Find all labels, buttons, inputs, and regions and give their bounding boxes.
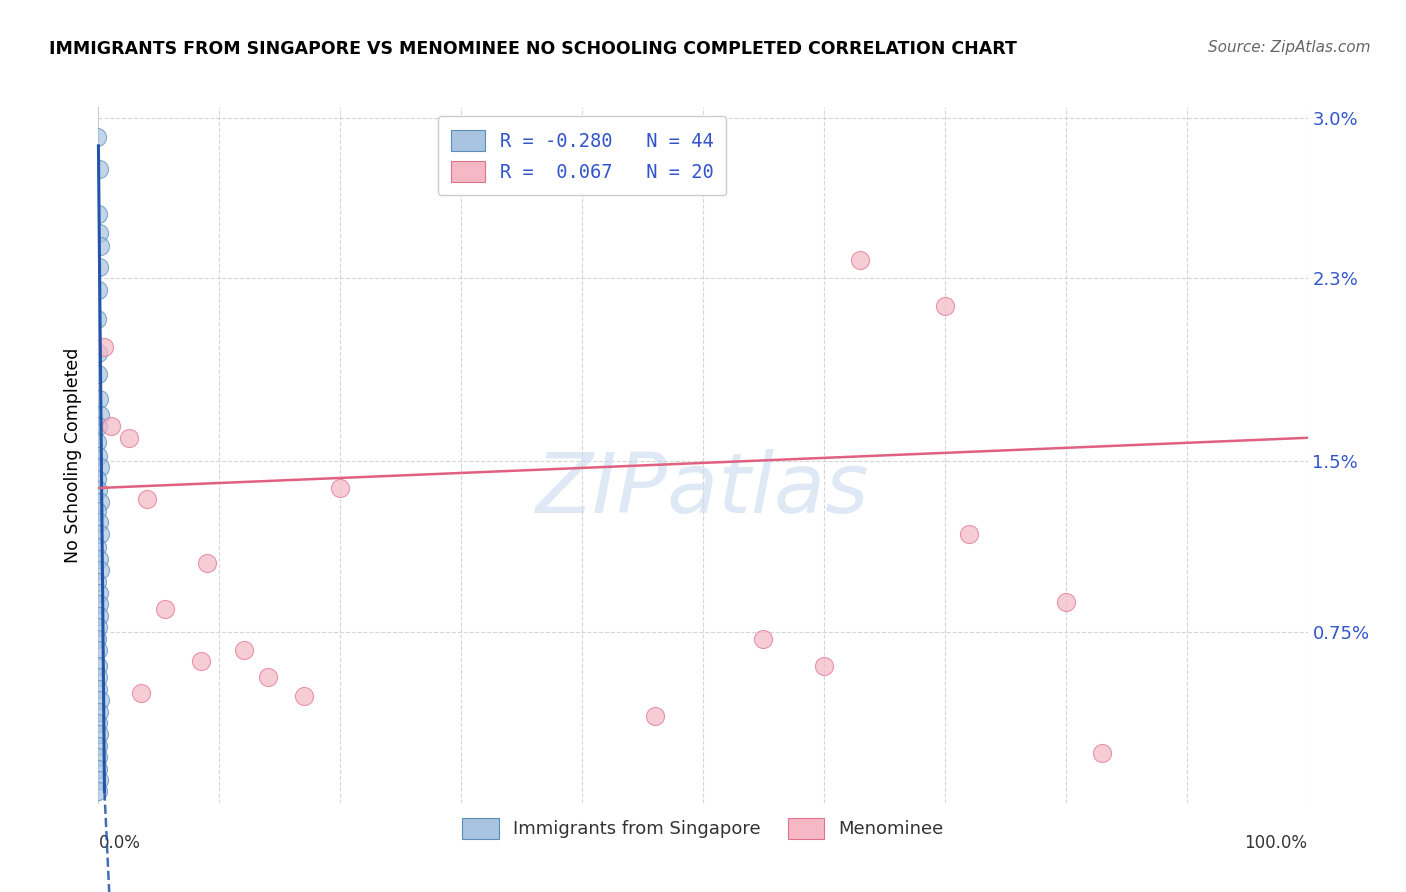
Point: [87, 772, 110, 787]
Point: [89, 161, 111, 176]
Point: [89, 563, 111, 577]
Point: [87, 260, 110, 274]
Point: [87, 715, 110, 730]
Point: [849, 252, 872, 267]
Point: [100, 419, 122, 434]
Point: [86, 129, 108, 144]
Point: [190, 654, 212, 668]
Point: [86, 632, 108, 646]
Text: IMMIGRANTS FROM SINGAPORE VS MENOMINEE NO SCHOOLING COMPLETED CORRELATION CHART: IMMIGRANTS FROM SINGAPORE VS MENOMINEE N…: [49, 40, 1017, 58]
Point: [87, 483, 110, 498]
Point: [86, 541, 108, 555]
Point: [957, 526, 980, 541]
Point: [86, 739, 108, 753]
Point: [292, 689, 315, 703]
Point: [87, 727, 110, 741]
Point: [93, 340, 115, 354]
Point: [813, 659, 835, 673]
Point: [89, 408, 111, 422]
Point: [86, 574, 108, 589]
Y-axis label: No Schooling Completed: No Schooling Completed: [65, 347, 83, 563]
Text: Source: ZipAtlas.com: Source: ZipAtlas.com: [1208, 40, 1371, 55]
Text: 100.0%: 100.0%: [1244, 834, 1308, 852]
Point: [89, 598, 111, 612]
Point: [87, 784, 110, 798]
Point: [86, 346, 108, 360]
Point: [1091, 746, 1114, 760]
Point: [86, 312, 108, 326]
Point: [89, 460, 111, 475]
Point: [87, 762, 110, 776]
Point: [129, 686, 152, 700]
Point: [86, 449, 108, 463]
Point: [89, 239, 111, 253]
Point: [135, 492, 157, 507]
Point: [934, 298, 956, 312]
Point: [752, 632, 775, 646]
Point: [195, 556, 218, 570]
Point: [87, 608, 110, 623]
Point: [1054, 595, 1077, 609]
Point: [87, 659, 110, 673]
Point: [329, 481, 352, 495]
Point: [87, 750, 110, 764]
Point: [87, 681, 110, 696]
Point: [87, 670, 110, 684]
Point: [89, 693, 111, 707]
Point: [87, 367, 110, 381]
Point: [87, 392, 110, 406]
Point: [86, 435, 108, 450]
Point: [89, 494, 111, 508]
Point: [87, 207, 110, 221]
Text: 0.0%: 0.0%: [98, 834, 141, 852]
Text: ZIPatlas: ZIPatlas: [536, 450, 870, 530]
Point: [256, 670, 278, 684]
Point: [89, 226, 111, 240]
Point: [89, 705, 111, 719]
Point: [87, 515, 110, 529]
Point: [644, 709, 666, 723]
Point: [86, 472, 108, 486]
Legend: Immigrants from Singapore, Menominee: Immigrants from Singapore, Menominee: [456, 811, 950, 846]
Point: [87, 586, 110, 600]
Point: [153, 602, 176, 616]
Point: [87, 620, 110, 634]
Point: [232, 643, 254, 657]
Point: [118, 431, 141, 445]
Point: [87, 283, 110, 297]
Point: [86, 504, 108, 518]
Point: [87, 419, 110, 434]
Point: [87, 643, 110, 657]
Point: [89, 526, 111, 541]
Point: [87, 551, 110, 566]
